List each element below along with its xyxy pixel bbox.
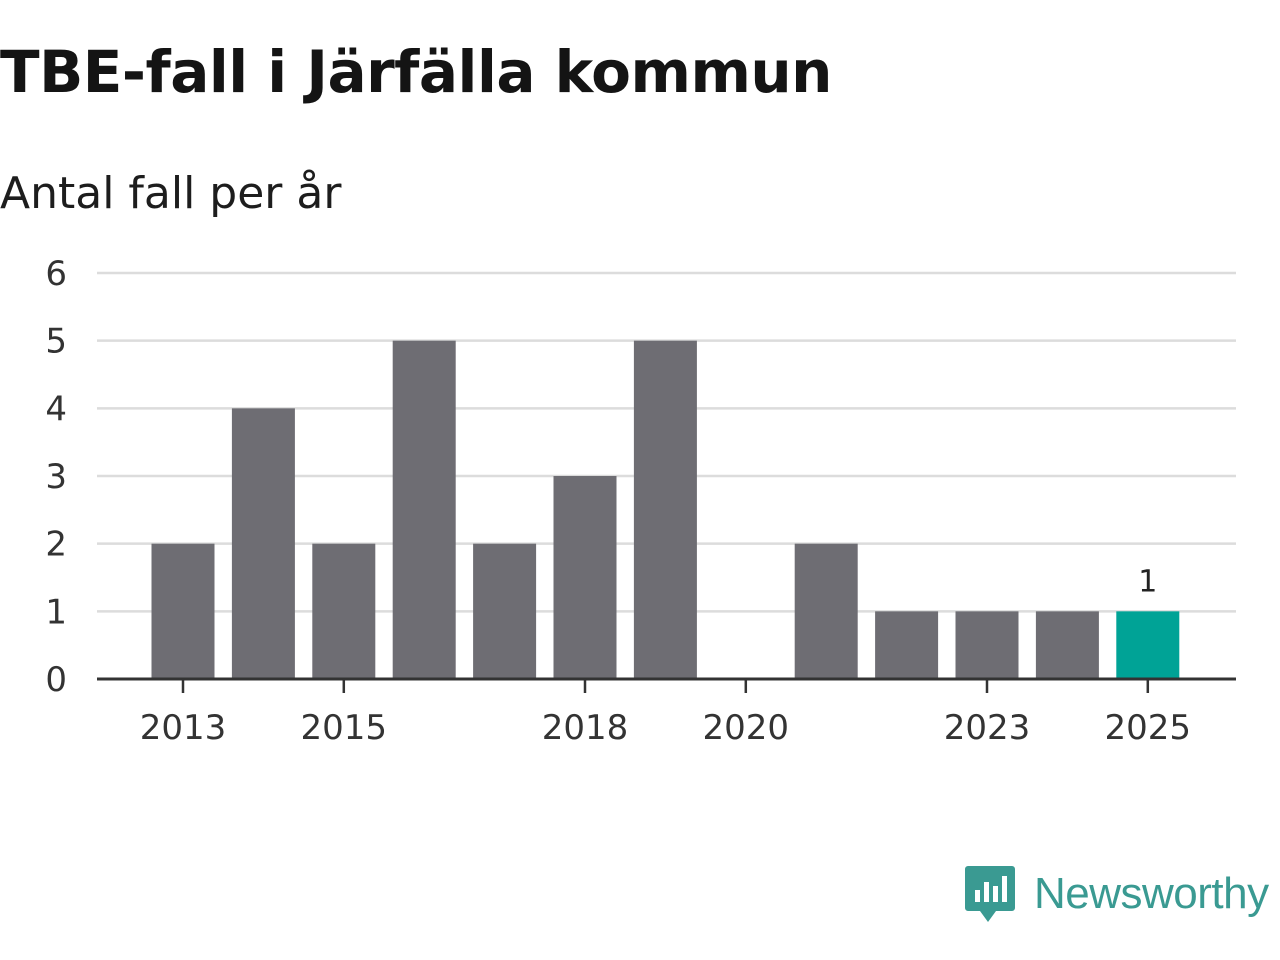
y-tick-label: 6 <box>45 254 67 294</box>
y-tick-label: 2 <box>45 525 67 565</box>
data-label-2025: 1 <box>1138 564 1157 599</box>
newsworthy-logo-icon <box>965 866 1015 922</box>
bar-2022 <box>875 611 939 679</box>
bar-2018 <box>553 476 617 679</box>
x-tick-label: 2023 <box>944 708 1031 748</box>
x-tick-label: 2020 <box>703 708 790 748</box>
x-tick-label: 2018 <box>542 708 629 748</box>
y-tick-label: 4 <box>45 389 67 429</box>
bar-2023 <box>955 611 1019 679</box>
x-tick-label: 2015 <box>301 708 388 748</box>
x-tick-label: 2013 <box>140 708 227 748</box>
bar-2021 <box>794 543 858 679</box>
bar-2024 <box>1035 611 1099 679</box>
bar-2025 <box>1116 611 1180 679</box>
y-tick-label: 3 <box>45 457 67 497</box>
bar-2017 <box>473 543 537 679</box>
x-tick-label: 2025 <box>1105 708 1192 748</box>
y-tick-label: 1 <box>45 592 67 632</box>
bar-2015 <box>312 543 376 679</box>
bar-2013 <box>151 543 215 679</box>
y-tick-label: 5 <box>45 322 67 362</box>
chart-title: TBE-fall i Järfälla kommun <box>0 38 832 106</box>
bar-2014 <box>231 408 295 679</box>
bar-2019 <box>633 340 697 679</box>
y-tick-label: 0 <box>45 660 67 700</box>
brand-logo: Newsworthy <box>964 864 1269 924</box>
bar-2016 <box>392 340 456 679</box>
brand-name: Newsworthy <box>1034 869 1269 918</box>
chart-subtitle: Antal fall per år <box>0 168 342 219</box>
